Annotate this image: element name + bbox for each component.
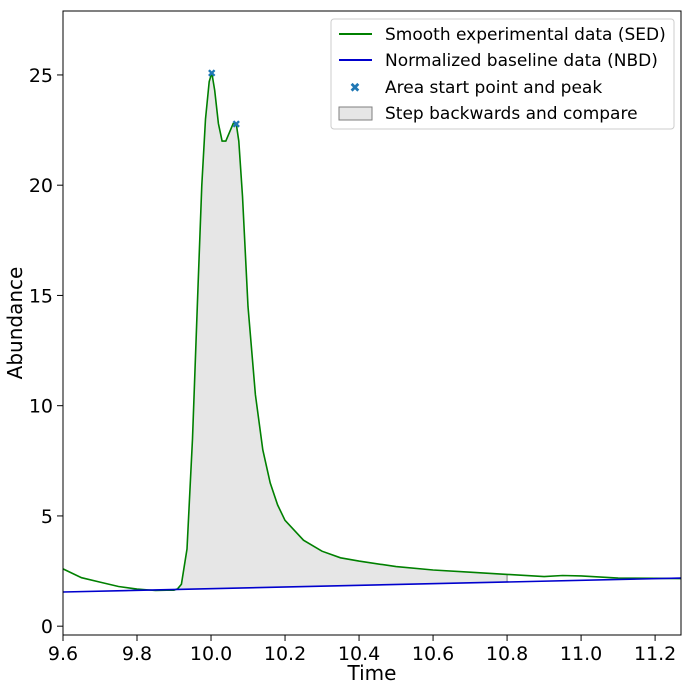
nbd-line: [62, 577, 682, 593]
x-tick-label: 9.8: [122, 643, 152, 665]
x-tick-label: 10.8: [486, 643, 528, 665]
x-tick-label: 11.2: [634, 643, 676, 665]
x-tick-label: 9.6: [48, 643, 78, 665]
sed-line: [62, 72, 682, 592]
peak-marker-0: ✖: [207, 67, 216, 80]
y-axis-label: Abundance: [3, 267, 27, 380]
y-tick-label: 0: [41, 616, 53, 638]
y-tick-label: 5: [41, 506, 53, 528]
step-backwards-fill-area: [166, 72, 508, 591]
legend-marker-swatch: ✖: [350, 81, 361, 96]
x-tick-label: 10.2: [264, 643, 306, 665]
x-tick-label: 10.6: [412, 643, 454, 665]
x-axis-ticks: 9.6 9.8 10.0 10.2 10.4 10.6 10.8 11.0 11.2: [48, 635, 676, 665]
legend: Smooth experimental data (SED) Normalize…: [330, 18, 675, 130]
legend-nbd-label: Normalized baseline data (NBD): [385, 51, 658, 71]
y-tick-label: 15: [29, 285, 53, 307]
legend-marker-label: Area start point and peak: [385, 78, 602, 98]
y-axis-ticks: 0 5 10 15 20 25: [29, 65, 63, 638]
plot-frame: [62, 10, 682, 636]
legend-sed-label: Smooth experimental data (SED): [385, 25, 666, 45]
legend-fill-label: Step backwards and compare: [385, 104, 638, 124]
x-tick-label: 10.0: [190, 643, 232, 665]
legend-box: [330, 18, 675, 130]
x-tick-label: 10.4: [338, 643, 380, 665]
x-tick-label: 11.0: [560, 643, 602, 665]
x-axis-label: Time: [347, 661, 397, 685]
peak-markers: ✖✖: [207, 67, 241, 131]
y-tick-label: 20: [29, 175, 53, 197]
peak-marker-1: ✖: [232, 118, 241, 131]
y-tick-label: 25: [29, 65, 53, 87]
y-tick-label: 10: [29, 396, 53, 418]
legend-fill-swatch: [338, 106, 373, 121]
